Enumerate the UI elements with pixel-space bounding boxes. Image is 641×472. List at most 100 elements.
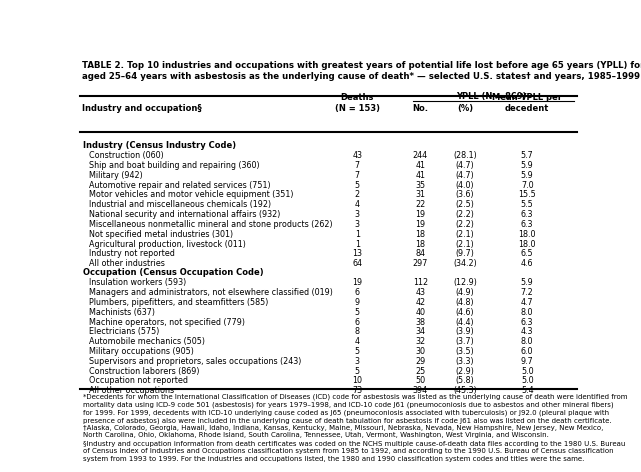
Text: Construction (060): Construction (060) [84,151,164,160]
Text: No.: No. [412,104,428,113]
Text: 15.5: 15.5 [519,190,536,200]
Text: 73: 73 [353,386,362,395]
Text: 50: 50 [415,376,426,386]
Text: 41: 41 [415,161,426,170]
Text: 25: 25 [415,367,426,376]
Text: 18.0: 18.0 [519,230,536,239]
Text: 9: 9 [354,298,360,307]
Text: (4.6): (4.6) [456,308,474,317]
Text: Deaths
(N = 153): Deaths (N = 153) [335,93,380,113]
Text: 4.6: 4.6 [521,259,533,268]
Text: 6.3: 6.3 [521,210,533,219]
Text: 5.7: 5.7 [521,151,533,160]
Text: 5.0: 5.0 [521,367,533,376]
Text: Machinists (637): Machinists (637) [84,308,155,317]
Text: 30: 30 [415,347,426,356]
Text: 3: 3 [355,210,360,219]
Text: 6.3: 6.3 [521,220,533,229]
Text: (2.2): (2.2) [456,210,474,219]
Text: (2.1): (2.1) [456,230,474,239]
Text: Not specified metal industries (301): Not specified metal industries (301) [84,230,233,239]
Text: 5.0: 5.0 [521,376,533,386]
Text: Managers and administrators, not elsewhere classified (019): Managers and administrators, not elsewhe… [84,288,333,297]
Text: (2.2): (2.2) [456,220,474,229]
Text: 6.3: 6.3 [521,318,533,327]
Text: 31: 31 [415,190,426,200]
Text: 42: 42 [415,298,426,307]
Text: 8.0: 8.0 [521,308,533,317]
Text: 7.2: 7.2 [521,288,533,297]
Text: 84: 84 [415,249,426,258]
Text: 3: 3 [355,220,360,229]
Text: †Alaska, Colorado, Georgia, Hawaii, Idaho, Indiana, Kansas, Kentucky, Maine, Mis: †Alaska, Colorado, Georgia, Hawaii, Idah… [83,425,603,438]
Text: (12.9): (12.9) [453,278,477,287]
Text: Motor vehicles and motor vehicle equipment (351): Motor vehicles and motor vehicle equipme… [84,190,294,200]
Text: 5: 5 [354,347,360,356]
Text: Construction laborers (869): Construction laborers (869) [84,367,199,376]
Text: Mean YPLL per
decedent: Mean YPLL per decedent [492,93,562,113]
Text: Ship and boat building and repairing (360): Ship and boat building and repairing (36… [84,161,260,170]
Text: 19: 19 [353,278,362,287]
Text: 1: 1 [355,239,360,248]
Text: All other occupations: All other occupations [84,386,174,395]
Text: 244: 244 [413,151,428,160]
Text: (4.7): (4.7) [456,161,474,170]
Text: Military occupations (905): Military occupations (905) [84,347,194,356]
Text: 40: 40 [415,308,426,317]
Text: Industry (Census Industry Code): Industry (Census Industry Code) [83,142,236,151]
Text: 6: 6 [355,288,360,297]
Text: (28.1): (28.1) [453,151,477,160]
Text: 43: 43 [415,288,426,297]
Text: (45.3): (45.3) [453,386,477,395]
Text: 32: 32 [415,337,426,346]
Text: Industry not reported: Industry not reported [84,249,175,258]
Text: (4.7): (4.7) [456,171,474,180]
Text: 19: 19 [415,210,426,219]
Text: Electricians (575): Electricians (575) [84,327,160,337]
Text: Military (942): Military (942) [84,171,143,180]
Text: 8: 8 [355,327,360,337]
Text: 7: 7 [354,171,360,180]
Text: (2.5): (2.5) [456,200,474,209]
Text: Agricultural production, livestock (011): Agricultural production, livestock (011) [84,239,246,248]
Text: All other industries: All other industries [84,259,165,268]
Text: 5: 5 [354,181,360,190]
Text: 41: 41 [415,171,426,180]
Text: (3.9): (3.9) [456,327,474,337]
Text: (%): (%) [457,104,473,113]
Text: Insulation workers (593): Insulation workers (593) [84,278,187,287]
Text: *Decedents for whom the International Classification of Diseases (ICD) code for : *Decedents for whom the International Cl… [83,394,627,424]
Text: 394: 394 [413,386,428,395]
Text: 35: 35 [415,181,426,190]
Text: (2.1): (2.1) [456,239,474,248]
Text: 13: 13 [353,249,362,258]
Text: §Industry and occupation information from death certificates was coded on the NC: §Industry and occupation information fro… [83,441,625,462]
Text: 4.3: 4.3 [521,327,533,337]
Text: 7: 7 [354,161,360,170]
Text: Industry and occupation§: Industry and occupation§ [81,104,201,113]
Text: Machine operators, not specified (779): Machine operators, not specified (779) [84,318,245,327]
Text: (3.5): (3.5) [456,347,474,356]
Text: TABLE 2. Top 10 industries and occupations with greatest years of potential life: TABLE 2. Top 10 industries and occupatio… [81,61,641,81]
Text: (9.7): (9.7) [456,249,474,258]
Text: 3: 3 [355,357,360,366]
Text: 38: 38 [415,318,426,327]
Text: 8.0: 8.0 [521,337,533,346]
Text: 6.5: 6.5 [521,249,533,258]
Text: Supervisors and proprietors, sales occupations (243): Supervisors and proprietors, sales occup… [84,357,301,366]
Text: 34: 34 [415,327,426,337]
Text: Miscellaneous nonmetallic mineral and stone products (262): Miscellaneous nonmetallic mineral and st… [84,220,333,229]
Text: 29: 29 [415,357,426,366]
Text: 5.9: 5.9 [521,171,533,180]
Text: Automotive repair and related services (751): Automotive repair and related services (… [84,181,271,190]
Text: 19: 19 [415,220,426,229]
Text: (3.7): (3.7) [456,337,474,346]
Text: (3.3): (3.3) [456,357,474,366]
Text: 7.0: 7.0 [521,181,533,190]
Text: 18.0: 18.0 [519,239,536,248]
Text: 5.9: 5.9 [521,278,533,287]
Text: (4.8): (4.8) [456,298,474,307]
Text: Occupation (Census Occupation Code): Occupation (Census Occupation Code) [83,269,263,278]
Text: 5: 5 [354,367,360,376]
Text: 5.5: 5.5 [521,200,533,209]
